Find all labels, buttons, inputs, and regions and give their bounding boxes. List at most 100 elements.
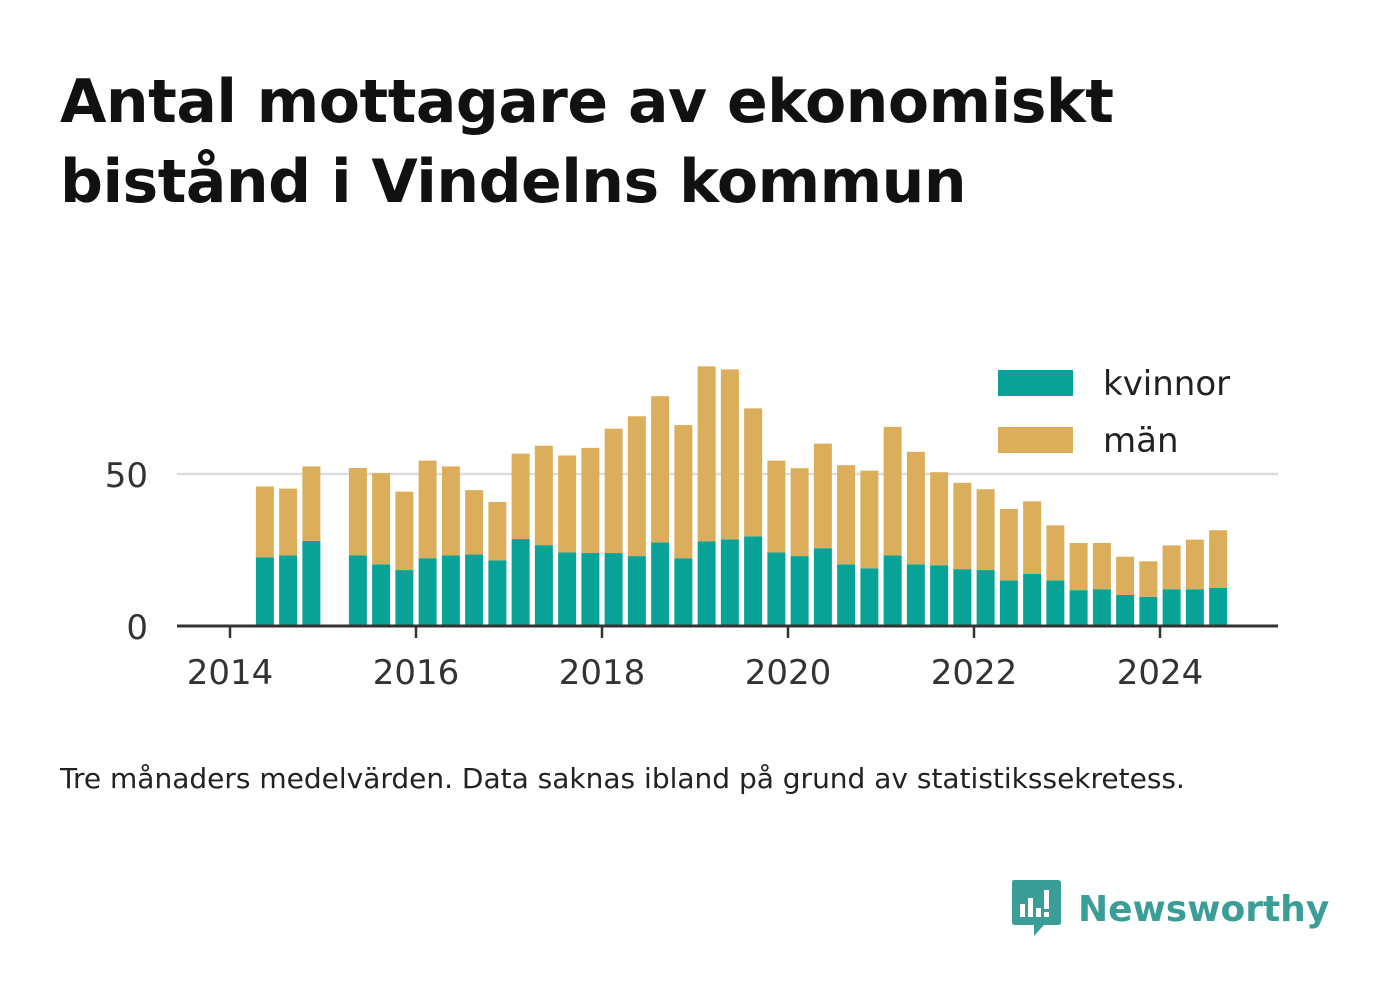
legend-label-kvinnor: kvinnor — [1103, 364, 1230, 404]
bar-man — [883, 426, 902, 556]
x-tick-label: 2022 — [931, 653, 1018, 693]
bar-kvinnor — [767, 552, 786, 626]
bar-man — [1069, 543, 1088, 591]
bar-kvinnor — [1023, 574, 1042, 626]
bar-man — [1209, 530, 1228, 588]
bar-kvinnor — [581, 553, 600, 626]
bar-man — [279, 488, 298, 556]
x-tick-label: 2018 — [559, 653, 646, 693]
bar-kvinnor — [790, 556, 809, 626]
bar-man — [674, 425, 693, 559]
legend-label-man: män — [1103, 421, 1179, 461]
bar-man — [744, 408, 763, 537]
bar-kvinnor — [348, 555, 367, 626]
bar-man — [1162, 545, 1181, 590]
bar-kvinnor — [906, 564, 925, 626]
bar-man — [581, 447, 600, 554]
bar-man — [813, 443, 832, 549]
bar-kvinnor — [441, 555, 460, 626]
bar-man — [1092, 543, 1111, 590]
bar-man — [372, 473, 391, 565]
bar-kvinnor — [883, 555, 902, 626]
bar-kvinnor — [255, 557, 274, 626]
bar-kvinnor — [860, 568, 879, 626]
bar-man — [930, 472, 949, 566]
bar-kvinnor — [1046, 580, 1065, 626]
chart-title: Antal mottagare av ekonomiskt bistånd i … — [60, 67, 1114, 217]
y-tick-label: 50 — [105, 456, 148, 496]
x-tick-label: 2024 — [1117, 653, 1204, 693]
bar-man — [1185, 539, 1204, 590]
bar-kvinnor — [651, 542, 670, 626]
bar-man — [418, 460, 437, 559]
bar-kvinnor — [395, 570, 414, 626]
bar-kvinnor — [511, 539, 530, 626]
bar-man — [255, 486, 274, 558]
bar-man — [651, 396, 670, 543]
bar-kvinnor — [744, 536, 763, 626]
bar-man — [1023, 501, 1042, 575]
bar-man — [1046, 525, 1065, 581]
bar-kvinnor — [372, 564, 391, 626]
bar-man — [302, 466, 321, 541]
bar-man — [534, 445, 553, 546]
bar-kvinnor — [418, 558, 437, 626]
bar-kvinnor — [953, 569, 972, 626]
bar-kvinnor — [302, 540, 321, 626]
bar-man — [837, 465, 856, 565]
bar-kvinnor — [674, 558, 693, 626]
bar-man — [720, 369, 739, 540]
bar-kvinnor — [930, 565, 949, 626]
bar-kvinnor — [697, 541, 716, 626]
newsworthy-logo: Newsworthy — [1010, 878, 1329, 940]
bar-kvinnor — [837, 564, 856, 626]
bar-man — [953, 482, 972, 570]
bar-kvinnor — [1092, 589, 1111, 626]
bar-man — [465, 490, 484, 555]
x-tick-label: 2014 — [187, 653, 274, 693]
legend-swatch-kvinnor — [998, 370, 1073, 396]
bar-man — [348, 467, 367, 556]
bar-man — [976, 489, 995, 571]
bar-man — [511, 453, 530, 540]
bar-kvinnor — [1162, 589, 1181, 626]
bar-kvinnor — [604, 553, 623, 626]
bar-kvinnor — [1209, 588, 1228, 626]
brand-name: Newsworthy — [1078, 888, 1330, 930]
bar-man — [790, 468, 809, 557]
bar-kvinnor — [1069, 590, 1088, 626]
bar-kvinnor — [1185, 589, 1204, 626]
bar-kvinnor — [534, 545, 553, 626]
x-tick-label: 2020 — [745, 653, 832, 693]
bar-kvinnor — [1116, 594, 1135, 626]
bar-man — [395, 491, 414, 571]
bar-kvinnor — [488, 560, 507, 626]
legend-swatch-man — [998, 427, 1073, 453]
newsworthy-bar-chart-icon — [1012, 880, 1061, 936]
bar-man — [697, 366, 716, 542]
chart-footnote: Tre månaders medelvärden. Data saknas ib… — [60, 762, 1185, 795]
bar-man — [441, 466, 460, 556]
bar-kvinnor — [720, 539, 739, 626]
bar-man — [767, 460, 786, 553]
bar-man — [627, 416, 646, 557]
bar-man — [488, 501, 507, 561]
bar-man — [999, 508, 1018, 581]
bar-man — [604, 428, 623, 554]
bar-man — [1139, 561, 1158, 597]
bar-kvinnor — [813, 548, 832, 626]
bar-kvinnor — [1139, 596, 1158, 626]
bar-man — [1116, 556, 1135, 595]
bar-kvinnor — [627, 556, 646, 626]
y-tick-label: 0 — [126, 608, 148, 648]
bar-kvinnor — [279, 555, 298, 626]
bar-kvinnor — [999, 580, 1018, 626]
bar-kvinnor — [558, 552, 577, 626]
bar-kvinnor — [976, 570, 995, 626]
bar-man — [906, 451, 925, 565]
bar-man — [558, 455, 577, 553]
bar-man — [860, 470, 879, 569]
x-tick-label: 2016 — [373, 653, 460, 693]
bar-kvinnor — [465, 554, 484, 626]
